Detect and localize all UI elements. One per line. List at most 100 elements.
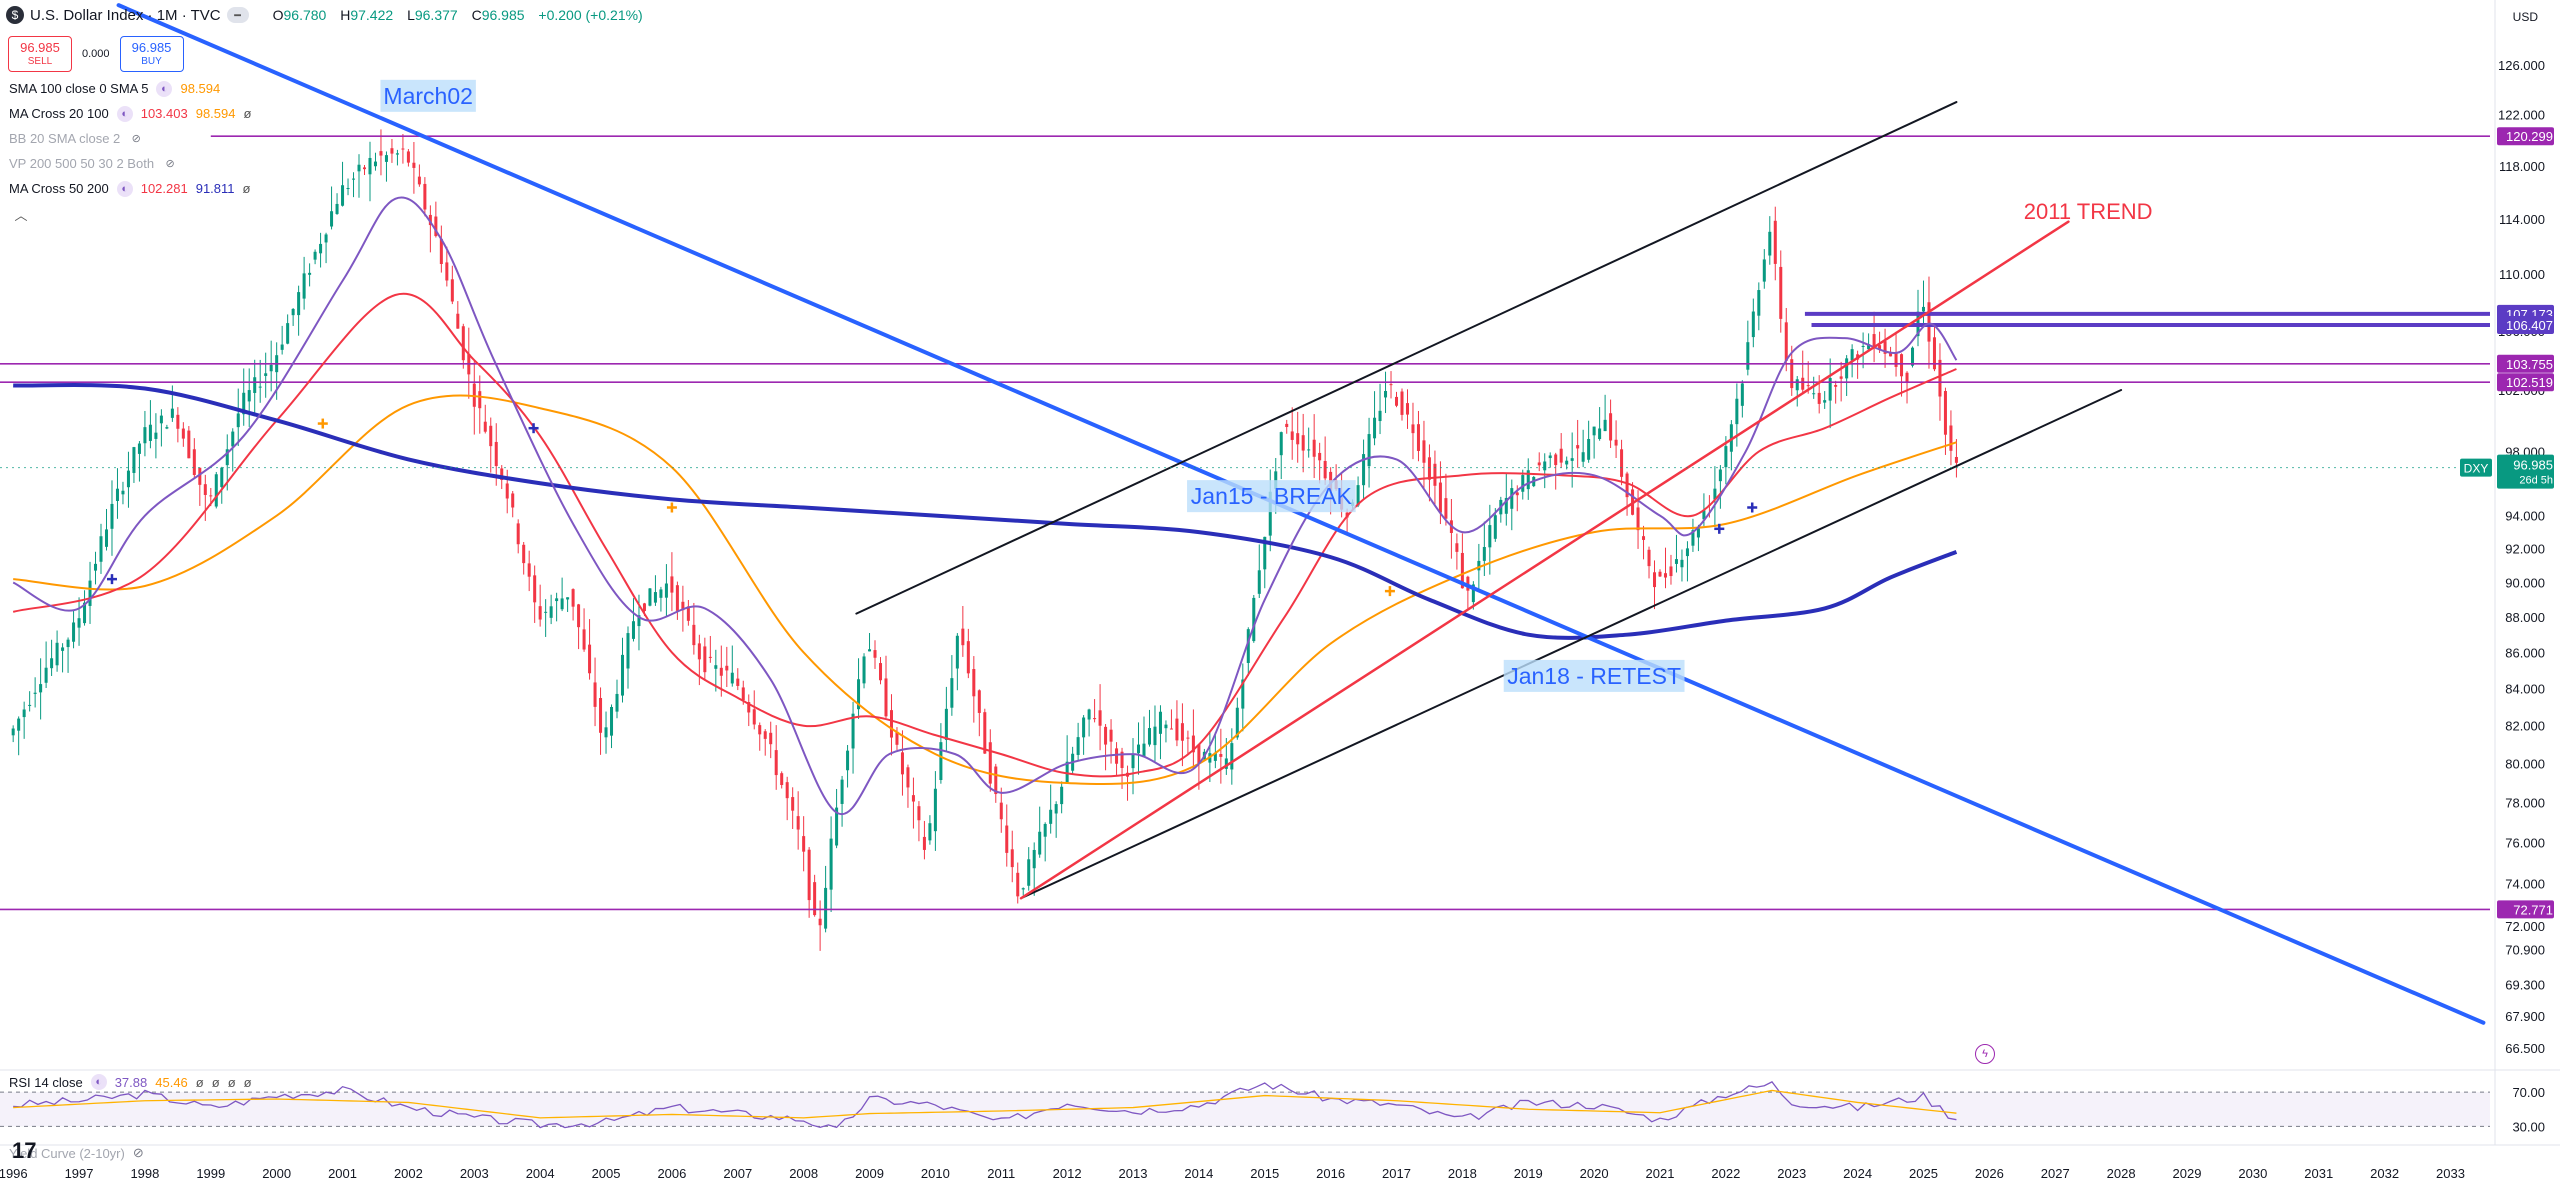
candle-body (1740, 383, 1744, 406)
candle-body (1894, 353, 1898, 367)
time-tick-label: 2025 (1909, 1166, 1938, 1181)
candle (1054, 801, 1058, 838)
symbol-tag: DXY (2460, 458, 2492, 477)
candle (176, 407, 180, 443)
candle (362, 165, 367, 175)
candle-body (1718, 469, 1722, 482)
yield-hidden-icon[interactable]: ⊘ (132, 1145, 144, 1160)
indicator-row[interactable]: VP 200 500 50 30 2 Both ⊘ (9, 151, 251, 176)
candle (1164, 720, 1168, 743)
candle-body (1219, 754, 1223, 757)
yield-name[interactable]: Yield Curve (2-10yr) (9, 1145, 125, 1161)
collapse-pill-icon[interactable]: ━ (226, 7, 249, 23)
price-tick-label: 76.000 (2505, 836, 2545, 851)
candle-body (1131, 753, 1135, 769)
price-tick-label: 66.500 (2505, 1041, 2545, 1056)
candle (961, 606, 965, 657)
candle-body (1257, 570, 1261, 594)
candle (1609, 399, 1613, 448)
annotation-text: 2011 TREND (2024, 199, 2153, 224)
candle (423, 177, 427, 217)
indicator-legend: SMA 100 close 0 SMA 5 ◐ 98.594 MA Cross 20 … (9, 76, 251, 201)
tradingview-logo-icon[interactable]: 17 (12, 1138, 37, 1163)
candle (1082, 715, 1086, 755)
indicator-row[interactable]: MA Cross 50 200 ◐ 102.281 91.811 ø (9, 176, 251, 201)
candle-body (1224, 758, 1228, 769)
candle-body (1411, 424, 1415, 434)
rsi-name[interactable]: RSI 14 close (9, 1074, 83, 1090)
candle (417, 164, 421, 187)
candle (1416, 410, 1420, 462)
candle (900, 730, 904, 796)
indicator-name: MA Cross 20 100 (9, 106, 109, 121)
candle-body (566, 597, 570, 600)
sell-button[interactable]: 96.985 SELL (8, 36, 72, 72)
indicator-row[interactable]: SMA 100 close 0 SMA 5 ◐ 98.594 (9, 76, 251, 101)
price-tick-label: 92.000 (2505, 542, 2545, 557)
candle (999, 787, 1003, 833)
rsi-settings-icon[interactable]: ◐ (90, 1074, 107, 1090)
candle-body (1087, 709, 1091, 720)
candle-body (1477, 560, 1481, 571)
indicator-settings-icon[interactable]: ◐ (116, 180, 133, 197)
time-tick-label: 2014 (1184, 1166, 1213, 1181)
price-tick-label: 70.900 (2505, 942, 2545, 957)
candle (192, 438, 196, 479)
flash-alert-icon[interactable]: ϟ (1975, 1044, 1995, 1064)
candle-body (659, 589, 663, 598)
time-tick-label: 2005 (592, 1166, 621, 1181)
candle (1905, 371, 1909, 404)
symbol-title[interactable]: U.S. Dollar Index · 1M · TVC (30, 6, 221, 24)
candle-body (1416, 424, 1420, 451)
candle-body (681, 601, 685, 611)
buy-button[interactable]: 96.985 BUY (119, 36, 184, 72)
candle (1169, 709, 1173, 730)
candle (1543, 453, 1547, 489)
indicator-row[interactable]: MA Cross 20 100 ◐ 103.403 98.594 ø (9, 101, 251, 126)
candle-body (549, 606, 553, 618)
annotation-label: Jan15 - BREAK (1187, 480, 1356, 513)
candle (626, 626, 630, 689)
candle-body (1098, 710, 1102, 726)
candle (253, 359, 257, 417)
candle-body (1504, 497, 1508, 514)
candle-body (1806, 385, 1810, 387)
candle-body (928, 823, 932, 841)
candle (522, 541, 526, 575)
candle-body (1658, 571, 1662, 577)
candle (1131, 738, 1135, 795)
rsi-signal-line (13, 1089, 1957, 1119)
candle-body (1762, 259, 1766, 282)
hidden-eye-icon[interactable]: ⊘ (131, 133, 141, 145)
candle-body (917, 806, 921, 821)
candle (1016, 862, 1020, 904)
candle-body (478, 391, 482, 409)
price-level-tag-text: 72.771 (2513, 902, 2553, 917)
collapse-legend-icon[interactable]: ︿ (14, 208, 28, 223)
candle-body (28, 704, 32, 706)
candle-body (1010, 849, 1014, 868)
candle (1954, 439, 1958, 478)
cross-marker (1384, 586, 1395, 597)
candle-body (1115, 748, 1119, 764)
time-tick-label: 2024 (1843, 1166, 1872, 1181)
candle (302, 256, 306, 310)
candle-body (1290, 431, 1294, 440)
candle-body (1362, 454, 1366, 486)
indicator-settings-icon[interactable]: ◐ (116, 105, 133, 122)
candle (324, 232, 328, 264)
candle-body (1576, 445, 1580, 449)
indicator-settings-icon[interactable]: ◐ (156, 80, 173, 97)
price-tick-label: 86.000 (2505, 645, 2545, 660)
indicator-row[interactable]: BB 20 SMA close 2 ⊘ (9, 126, 251, 151)
candle-body (1153, 726, 1157, 746)
candle (868, 632, 872, 652)
candle-body (1032, 849, 1036, 869)
candle-body (774, 750, 778, 776)
hidden-eye-icon[interactable]: ⊘ (165, 158, 175, 170)
candle-body (319, 243, 323, 254)
candle-body (851, 713, 855, 749)
candle-body (620, 654, 625, 696)
